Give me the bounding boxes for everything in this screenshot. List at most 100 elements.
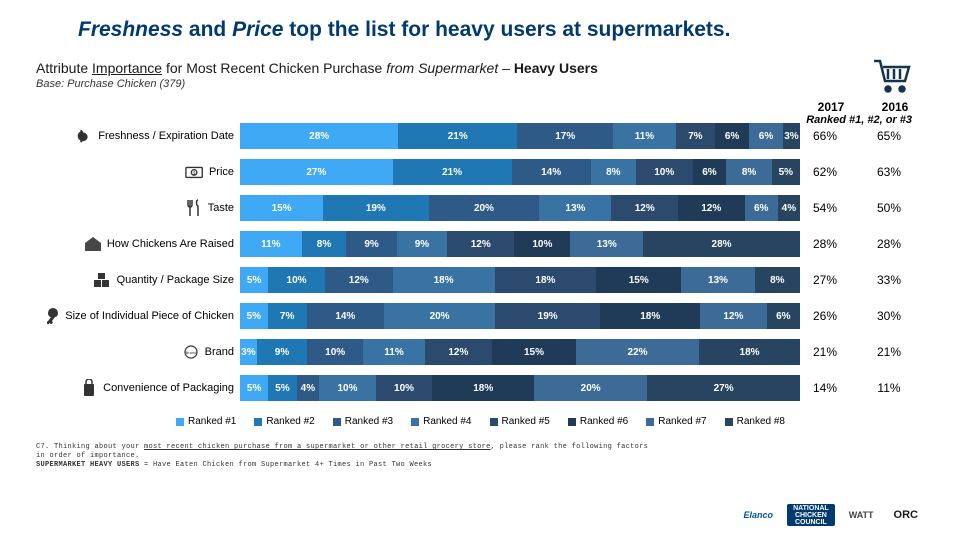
bar-segment: 3% bbox=[783, 123, 800, 149]
bar-segment: 20% bbox=[429, 195, 540, 221]
bar-segment: 13% bbox=[681, 267, 755, 293]
bar-segment: 18% bbox=[495, 267, 597, 293]
value-2016: 30% bbox=[870, 309, 908, 323]
page-title: Freshness and Price top the list for hea… bbox=[78, 18, 924, 42]
stacked-bar: 5%5%4%10%10%18%20%27% bbox=[240, 375, 800, 401]
bar-segment: 8% bbox=[591, 159, 636, 185]
logo-elanco: Elanco bbox=[738, 504, 780, 526]
bar-segment: 18% bbox=[600, 303, 700, 329]
bar-segment: 4% bbox=[297, 375, 320, 401]
row-label: Brand bbox=[205, 346, 234, 358]
chart-row: Brand Brand 3%9%10%11%12%15%22%18% 21% 21% bbox=[36, 336, 924, 368]
chart-row: Freshness / Expiration Date28%21%17%11%7… bbox=[36, 120, 924, 152]
value-2017: 14% bbox=[806, 381, 844, 395]
bar-segment: 8% bbox=[726, 159, 771, 185]
value-2016: 21% bbox=[870, 345, 908, 359]
package-icon bbox=[79, 378, 99, 398]
bar-segment: 19% bbox=[495, 303, 600, 329]
logos: Elanco NATIONALCHICKENCOUNCIL WATT ORC bbox=[738, 504, 924, 526]
bar-segment: 12% bbox=[700, 303, 767, 329]
logo-watt: WATT bbox=[843, 504, 880, 526]
bar-segment: 18% bbox=[432, 375, 534, 401]
stacked-bar: 3%9%10%11%12%15%22%18% bbox=[240, 339, 800, 365]
bar-segment: 13% bbox=[570, 231, 643, 257]
chart-row: $Price27%21%14%8%10%6%8%5%62%63% bbox=[36, 156, 924, 188]
bar-segment: 5% bbox=[240, 375, 268, 401]
bar-segment: 17% bbox=[517, 123, 613, 149]
ranked-note: Ranked #1, #2, or #3 bbox=[806, 114, 912, 126]
bar-segment: 10% bbox=[319, 375, 376, 401]
bar-segment: 8% bbox=[755, 267, 800, 293]
row-label: Price bbox=[209, 166, 234, 178]
bar-segment: 15% bbox=[240, 195, 323, 221]
bar-segment: 28% bbox=[240, 123, 398, 149]
bar-segment: 6% bbox=[767, 303, 800, 329]
year-header: 2017 2016 bbox=[36, 100, 924, 114]
value-2017: 21% bbox=[806, 345, 844, 359]
bar-segment: 11% bbox=[363, 339, 425, 365]
value-2017: 54% bbox=[806, 201, 844, 215]
stacked-bar: 5%10%12%18%18%15%13%8% bbox=[240, 267, 800, 293]
bar-segment: 27% bbox=[240, 159, 393, 185]
legend-item: Ranked #7 bbox=[646, 416, 706, 427]
legend-item: Ranked #3 bbox=[333, 416, 393, 427]
bar-segment: 13% bbox=[539, 195, 611, 221]
bar-segment: 9% bbox=[346, 231, 396, 257]
legend-item: Ranked #2 bbox=[254, 416, 314, 427]
bar-segment: 7% bbox=[268, 303, 307, 329]
bar-segment: 21% bbox=[393, 159, 512, 185]
bar-segment: 21% bbox=[398, 123, 517, 149]
bar-segment: 18% bbox=[393, 267, 495, 293]
stacked-bar: 5%7%14%20%19%18%12%6% bbox=[240, 303, 800, 329]
bar-segment: 9% bbox=[397, 231, 447, 257]
row-label: Freshness / Expiration Date bbox=[98, 130, 234, 142]
legend: Ranked #1Ranked #2Ranked #3Ranked #4Rank… bbox=[176, 416, 924, 427]
bar-segment: 11% bbox=[613, 123, 675, 149]
bar-segment: 10% bbox=[307, 339, 363, 365]
row-label: Quantity / Package Size bbox=[117, 274, 234, 286]
svg-text:Brand: Brand bbox=[185, 350, 196, 355]
bar-segment: 10% bbox=[636, 159, 693, 185]
value-2016: 33% bbox=[870, 273, 908, 287]
footnote: C7. Thinking about your most recent chic… bbox=[36, 443, 924, 469]
bar-segment: 8% bbox=[302, 231, 347, 257]
bar-segment: 10% bbox=[376, 375, 433, 401]
value-2016: 63% bbox=[870, 165, 908, 179]
cart-icon bbox=[872, 58, 912, 99]
bar-segment: 11% bbox=[240, 231, 302, 257]
chicken-icon bbox=[74, 126, 94, 146]
stacked-bar: 15%19%20%13%12%12%6%4% bbox=[240, 195, 800, 221]
bar-segment: 15% bbox=[492, 339, 576, 365]
bar-segment: 12% bbox=[611, 195, 678, 221]
value-2016: 65% bbox=[870, 129, 908, 143]
chart-row: Size of Individual Piece of Chicken 5%7%1… bbox=[36, 300, 924, 332]
row-label: Size of Individual Piece of Chicken bbox=[65, 310, 234, 322]
bar-segment: 27% bbox=[647, 375, 800, 401]
farm-icon bbox=[83, 234, 103, 254]
bar-segment: 12% bbox=[325, 267, 393, 293]
bar-segment: 6% bbox=[715, 123, 749, 149]
stacked-bar: 11%8%9%9%12%10%13%28% bbox=[240, 231, 800, 257]
bar-segment: 20% bbox=[384, 303, 495, 329]
money-icon: $ bbox=[185, 162, 205, 182]
year-2017: 2017 bbox=[812, 100, 850, 114]
value-2016: 50% bbox=[870, 201, 908, 215]
tag-icon: Brand bbox=[181, 342, 201, 362]
legend-item: Ranked #1 bbox=[176, 416, 236, 427]
boxes-icon bbox=[93, 270, 113, 290]
logo-orc: ORC bbox=[888, 504, 924, 526]
bar-segment: 12% bbox=[447, 231, 514, 257]
chart-row: Convenience of Packaging5%5%4%10%10%18%2… bbox=[36, 372, 924, 404]
value-2016: 28% bbox=[870, 237, 908, 251]
bar-segment: 6% bbox=[693, 159, 727, 185]
legend-item: Ranked #5 bbox=[490, 416, 550, 427]
bar-segment: 4% bbox=[778, 195, 800, 221]
chart-row: How Chickens Are Raised11%8%9%9%12%10%13… bbox=[36, 228, 924, 260]
utensils-icon bbox=[184, 198, 204, 218]
subtitle: Attribute Importance for Most Recent Chi… bbox=[36, 60, 924, 76]
value-2017: 28% bbox=[806, 237, 844, 251]
stacked-bar: 27%21%14%8%10%6%8%5% bbox=[240, 159, 800, 185]
bar-segment: 5% bbox=[268, 375, 296, 401]
base-text: Base: Purchase Chicken (379) bbox=[36, 78, 924, 90]
bar-segment: 18% bbox=[699, 339, 800, 365]
